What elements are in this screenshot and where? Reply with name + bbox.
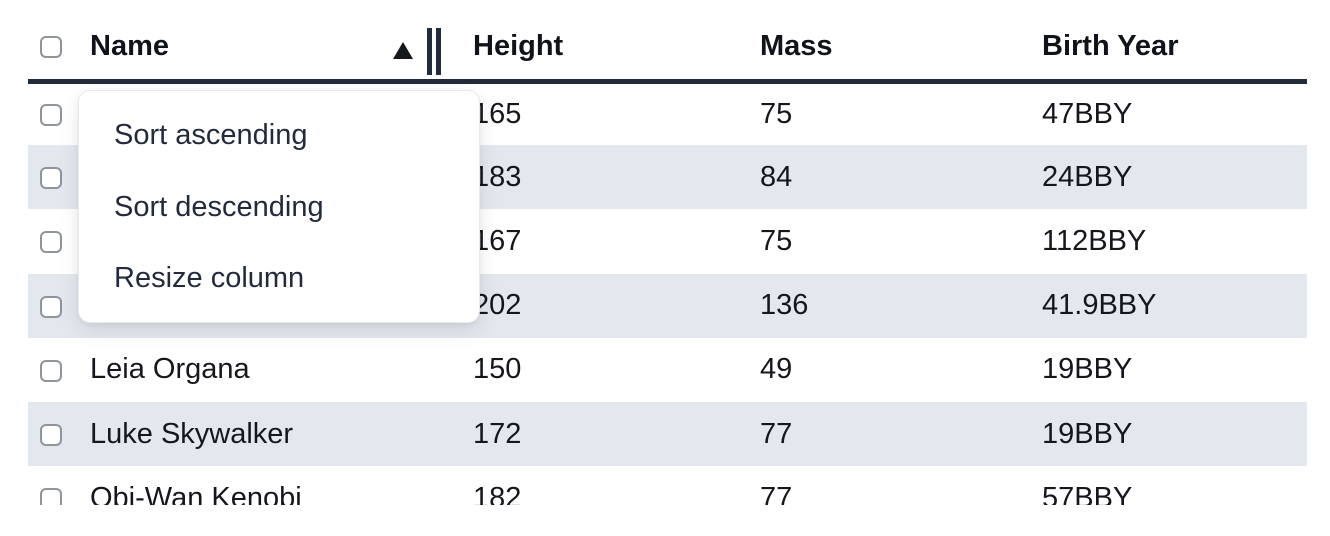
- table-row: Leia Organa 150 49 19BBY: [28, 338, 1307, 402]
- row-checkbox[interactable]: [40, 423, 62, 446]
- row-checkbox[interactable]: [40, 488, 62, 505]
- column-header-name[interactable]: Name: [62, 0, 445, 84]
- column-header-mass-label: Mass: [760, 29, 833, 62]
- birth-year-cell: 112BBY: [1042, 224, 1147, 257]
- birth-year-cell: 19BBY: [1042, 353, 1133, 386]
- header-row: Name Height Mass Birth Year: [28, 0, 1307, 84]
- table-row: Luke Skywalker 172 77 19BBY: [28, 401, 1307, 467]
- mass-cell: 75: [760, 97, 793, 130]
- table-row: 165 75 47BBY: [28, 81, 1307, 145]
- birth-year-cell: 47BBY: [1042, 97, 1133, 130]
- row-select-cell: [28, 401, 62, 467]
- column-header-height[interactable]: Height: [445, 0, 732, 84]
- mass-cell: 136: [732, 273, 1014, 338]
- height-cell: 182: [473, 481, 522, 505]
- menu-item-sort-ascending[interactable]: Sort ascending: [114, 119, 308, 151]
- height-cell: 150: [473, 353, 522, 386]
- height-cell: 183: [445, 145, 732, 210]
- name-cell: Luke Skywalker: [62, 401, 445, 467]
- row-select-cell: [28, 338, 62, 402]
- height-cell: 167: [473, 224, 522, 257]
- height-cell: 165: [473, 97, 522, 130]
- table-body: 165 75 47BBY 183 84 24BBY 167 75 112BBY 202 136 41.…: [28, 81, 1307, 505]
- mass-cell: 77: [760, 481, 793, 505]
- menu-item-resize-column[interactable]: Resize column: [114, 262, 305, 295]
- birth-year-cell: 41.9BBY: [1014, 273, 1307, 338]
- column-header-height-label: Height: [473, 29, 564, 62]
- column-resize-handle-icon[interactable]: [427, 28, 441, 75]
- row-select-cell: [28, 81, 62, 145]
- name-cell: Obi-Wan Kenobi: [90, 481, 302, 505]
- sort-ascending-icon: [393, 42, 413, 59]
- select-all-checkbox[interactable]: [40, 36, 62, 59]
- table-viewport: Name Height Mass Birth Year 165 75 47BBY 18…: [28, 0, 1307, 505]
- row-checkbox[interactable]: [40, 295, 62, 318]
- row-select-cell: [28, 466, 62, 505]
- row-select-cell: [28, 145, 62, 210]
- table-row: Obi-Wan Kenobi 182 77 57BBY: [28, 466, 1307, 505]
- column-header-mass[interactable]: Mass: [732, 0, 1014, 84]
- birth-year-cell: 19BBY: [1014, 401, 1307, 467]
- row-checkbox[interactable]: [40, 104, 62, 127]
- mass-cell: 49: [760, 353, 793, 386]
- table-row: 167 75 112BBY: [28, 209, 1307, 273]
- data-table: Name Height Mass Birth Year 165 75 47BBY 18…: [28, 0, 1307, 505]
- row-checkbox[interactable]: [40, 167, 62, 190]
- name-cell: Leia Organa: [90, 353, 250, 386]
- row-select-cell: [28, 273, 62, 338]
- column-header-name-label: Name: [90, 29, 169, 62]
- birth-year-cell: 24BBY: [1014, 145, 1307, 210]
- column-context-menu: Sort ascending Sort descending Resize co…: [78, 90, 480, 323]
- column-header-birth-year[interactable]: Birth Year: [1014, 0, 1307, 84]
- birth-year-cell: 57BBY: [1042, 481, 1133, 505]
- mass-cell: 84: [732, 145, 1014, 210]
- row-checkbox[interactable]: [40, 359, 62, 382]
- menu-item-sort-descending[interactable]: Sort descending: [114, 190, 324, 223]
- mass-cell: 75: [760, 224, 793, 257]
- row-checkbox[interactable]: [40, 231, 62, 254]
- mass-cell: 77: [732, 401, 1014, 467]
- column-header-birth-year-label: Birth Year: [1042, 29, 1179, 62]
- height-cell: 172: [445, 401, 732, 467]
- height-cell: 202: [445, 273, 732, 338]
- row-select-cell: [28, 209, 62, 273]
- select-all-header-cell: [28, 0, 62, 84]
